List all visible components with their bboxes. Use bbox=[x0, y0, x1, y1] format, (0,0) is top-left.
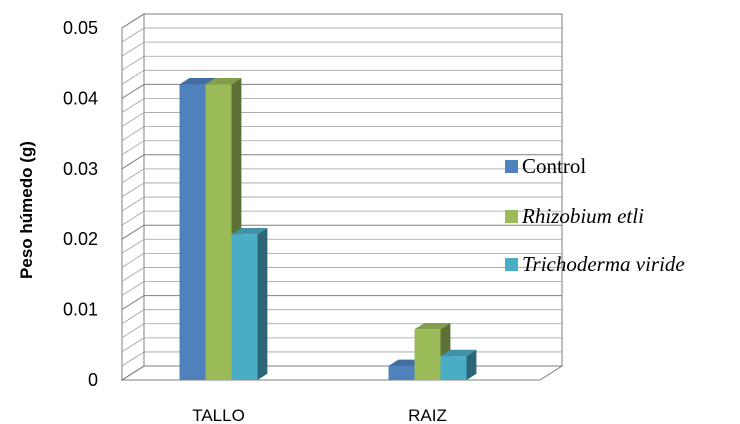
bar-front bbox=[388, 365, 415, 380]
bar bbox=[440, 349, 477, 380]
bar-top bbox=[440, 349, 477, 357]
bar-front bbox=[205, 84, 232, 380]
x-axis-ticks: TALLO RAIZ bbox=[192, 406, 447, 424]
gridline-minor bbox=[121, 55, 145, 71]
gridline-minor bbox=[121, 98, 145, 113]
y-tick-label: 0.05 bbox=[63, 18, 98, 38]
gridline-minor bbox=[121, 210, 145, 226]
y-tick-label: 0.03 bbox=[63, 159, 98, 179]
bar-top bbox=[231, 227, 268, 235]
bar-side bbox=[466, 349, 477, 380]
legend-swatch bbox=[505, 160, 518, 173]
bar-top bbox=[205, 78, 242, 85]
gridline-minor bbox=[121, 309, 145, 325]
bar bbox=[205, 78, 242, 381]
gridline-side bbox=[121, 154, 145, 170]
x-tick-label: TALLO bbox=[192, 406, 245, 424]
y-axis-ticks: 0 0.01 0.02 0.03 0.04 0.05 bbox=[63, 18, 98, 390]
gridline-minor bbox=[121, 281, 145, 296]
bar bbox=[231, 227, 268, 380]
gridline-minor bbox=[121, 323, 145, 339]
gridline-minor bbox=[121, 126, 145, 141]
legend: Control Rhizobium etli Trichoderma viride bbox=[505, 154, 685, 276]
gridline-minor bbox=[121, 351, 145, 367]
legend-swatch bbox=[505, 258, 518, 271]
y-tick-label: 0.02 bbox=[63, 229, 98, 249]
gridline-minor bbox=[121, 27, 145, 43]
gridline-minor bbox=[121, 267, 145, 282]
gridline-minor bbox=[121, 140, 145, 156]
gridline-minor bbox=[121, 112, 145, 127]
y-tick-label: 0.04 bbox=[63, 88, 98, 108]
gridline-side bbox=[121, 365, 145, 381]
gridline-minor bbox=[121, 253, 145, 268]
gridline-side bbox=[121, 224, 145, 240]
gridline-minor bbox=[121, 196, 145, 212]
legend-swatch bbox=[505, 210, 518, 223]
x-tick-label: RAIZ bbox=[408, 406, 447, 424]
gridline-side bbox=[121, 13, 145, 29]
gridline-minor bbox=[121, 337, 145, 353]
bar-front bbox=[440, 356, 467, 380]
bar-top bbox=[414, 323, 451, 330]
legend-label: Control bbox=[522, 154, 586, 178]
bar-side bbox=[257, 227, 268, 380]
y-axis-title: Peso húmedo (g) bbox=[17, 141, 36, 279]
gridline-minor bbox=[121, 238, 145, 254]
bar-front bbox=[179, 84, 206, 380]
y-tick-label: 0 bbox=[88, 370, 98, 390]
bars bbox=[179, 78, 477, 381]
side-wall bbox=[121, 13, 145, 381]
gridline-minor bbox=[121, 41, 145, 57]
gridline-minor bbox=[121, 69, 145, 85]
gridline-side bbox=[121, 295, 145, 311]
y-tick-label: 0.01 bbox=[63, 300, 98, 320]
legend-label: Trichoderma viride bbox=[522, 252, 685, 276]
legend-label: Rhizobium etli bbox=[521, 204, 644, 228]
gridline-minor bbox=[121, 182, 145, 198]
bar-top bbox=[179, 78, 216, 85]
gridline-side bbox=[121, 83, 145, 99]
bar-front bbox=[231, 234, 258, 380]
gridline-minor bbox=[121, 168, 145, 184]
bar-front bbox=[414, 329, 441, 380]
